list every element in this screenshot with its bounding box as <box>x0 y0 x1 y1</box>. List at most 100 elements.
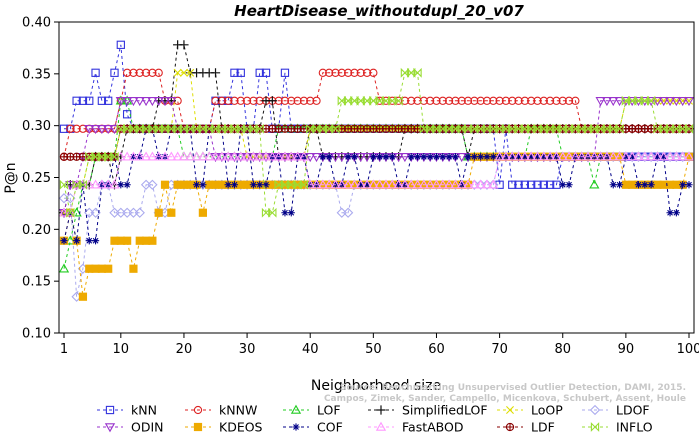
legend-marker <box>193 405 203 415</box>
data-point <box>413 67 422 78</box>
data-point <box>476 123 485 134</box>
data-point <box>571 96 580 105</box>
data-point <box>318 123 327 134</box>
data-point <box>527 180 536 189</box>
data-point <box>672 209 680 217</box>
data-point <box>134 151 145 161</box>
legend-entry: kNN <box>97 403 157 418</box>
data-point <box>298 151 310 161</box>
data-point <box>274 179 283 190</box>
data-point <box>633 151 644 161</box>
data-point <box>641 181 649 189</box>
data-point <box>110 68 119 77</box>
x-axis: 1 10 20 30 40 50 60 70 80 90 100 <box>60 333 699 357</box>
data-point <box>281 209 289 217</box>
data-point <box>311 179 322 189</box>
data-point <box>369 68 378 77</box>
data-point <box>412 179 423 189</box>
data-point <box>65 181 76 191</box>
data-point <box>248 151 259 161</box>
legend-label: KDEOS <box>219 420 263 434</box>
data-point <box>192 181 201 189</box>
data-point <box>684 123 694 134</box>
data-point <box>236 68 245 77</box>
data-point <box>279 151 291 161</box>
data-point <box>115 97 126 107</box>
data-point <box>469 179 480 189</box>
data-point <box>153 97 164 107</box>
data-point <box>216 151 227 161</box>
data-point <box>540 153 548 161</box>
data-point <box>444 96 454 105</box>
data-point <box>280 96 290 105</box>
data-point <box>589 151 600 161</box>
data-point <box>58 207 70 217</box>
data-point <box>166 151 177 161</box>
data-point <box>683 97 695 107</box>
legend-label: LoOP <box>531 403 563 418</box>
data-point <box>241 151 253 161</box>
data-point <box>544 151 556 161</box>
data-point <box>179 40 189 50</box>
data-point <box>399 179 411 189</box>
data-point <box>660 153 668 161</box>
data-point <box>256 181 264 189</box>
data-point <box>559 181 567 189</box>
data-point <box>557 151 568 161</box>
data-point <box>489 123 498 134</box>
legend-entry: KDEOS <box>185 420 263 434</box>
data-point <box>91 151 100 162</box>
data-point <box>179 123 189 134</box>
data-point <box>317 179 328 189</box>
data-point <box>608 151 619 161</box>
data-point <box>609 181 617 189</box>
data-point <box>361 153 373 163</box>
data-point <box>255 123 264 134</box>
data-point <box>186 123 195 134</box>
y-axis: 0.10 0.15 0.20 0.25 0.30 0.35 0.40 <box>22 16 59 342</box>
data-point <box>293 179 302 190</box>
x-tick-label: 20 <box>176 342 193 357</box>
data-point <box>342 207 354 218</box>
data-point <box>287 179 296 190</box>
data-point <box>90 125 101 135</box>
series-fastabod <box>58 151 695 217</box>
data-point <box>393 153 404 163</box>
data-point <box>558 123 567 134</box>
data-point <box>154 208 163 217</box>
legend-marker <box>193 422 203 432</box>
data-point <box>628 153 636 161</box>
data-point <box>242 96 252 105</box>
data-point <box>299 96 309 105</box>
data-point <box>236 96 245 105</box>
data-point <box>312 123 321 134</box>
legend-marker <box>105 405 115 415</box>
data-point <box>614 151 625 161</box>
data-point <box>325 123 334 134</box>
data-point <box>140 151 152 161</box>
legend-marker <box>590 422 600 432</box>
data-point <box>77 179 89 189</box>
legend-marker <box>292 423 300 431</box>
data-point <box>287 96 296 105</box>
data-point <box>210 151 221 161</box>
data-point <box>457 123 466 134</box>
data-point <box>658 151 669 161</box>
data-point <box>508 153 516 161</box>
data-point <box>595 97 606 107</box>
data-point <box>362 68 372 77</box>
data-point <box>671 151 682 161</box>
data-point <box>110 151 119 162</box>
data-point <box>217 123 226 134</box>
data-point <box>634 95 643 106</box>
x-tick-label: 70 <box>491 342 508 357</box>
data-point <box>330 153 341 163</box>
legend-entry: ODIN <box>97 420 164 434</box>
data-point <box>520 180 530 189</box>
data-point <box>128 97 139 107</box>
data-point <box>129 123 138 134</box>
data-point <box>419 96 428 105</box>
data-point <box>488 179 499 189</box>
data-point <box>236 123 245 134</box>
data-point <box>507 151 518 161</box>
